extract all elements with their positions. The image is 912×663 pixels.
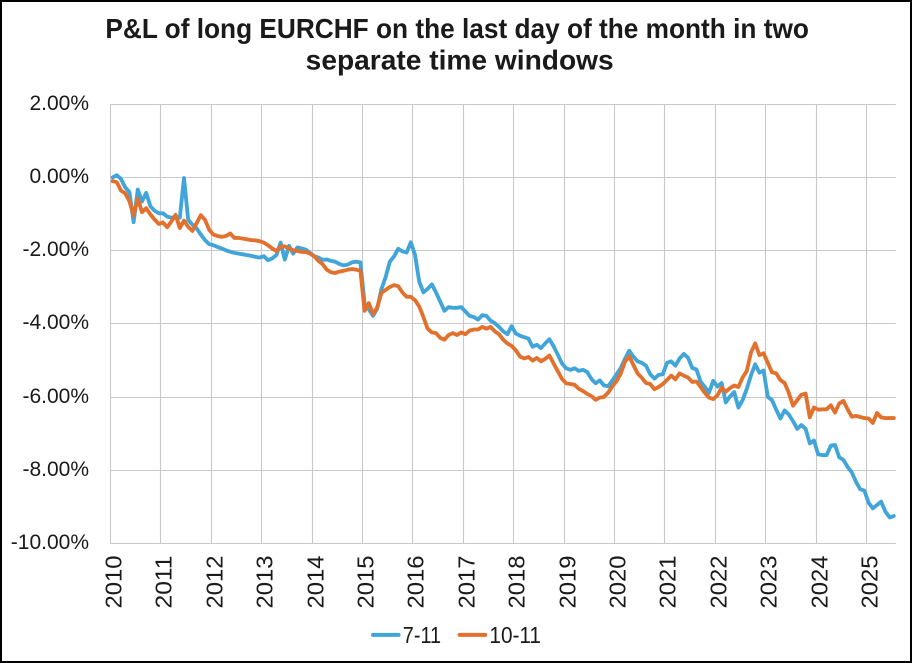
svg-text:2020: 2020	[605, 556, 631, 609]
svg-text:2016: 2016	[403, 556, 429, 609]
svg-text:2015: 2015	[353, 556, 379, 609]
svg-text:2010: 2010	[101, 556, 127, 609]
svg-text:2014: 2014	[303, 555, 329, 608]
svg-text:2.00%: 2.00%	[29, 92, 89, 115]
svg-text:10-11: 10-11	[489, 622, 541, 648]
svg-text:2025: 2025	[857, 556, 883, 609]
svg-text:2022: 2022	[706, 556, 732, 609]
svg-text:2019: 2019	[555, 556, 581, 609]
svg-text:2018: 2018	[504, 556, 530, 609]
svg-text:P&L of long EURCHF on the last: P&L of long EURCHF on the last day of th…	[105, 13, 809, 44]
svg-text:-4.00%: -4.00%	[22, 311, 89, 334]
svg-text:7-11: 7-11	[403, 622, 441, 648]
svg-text:-6.00%: -6.00%	[22, 385, 89, 408]
svg-text:-8.00%: -8.00%	[22, 458, 89, 481]
svg-text:2011: 2011	[151, 556, 177, 609]
svg-text:2023: 2023	[756, 556, 782, 609]
svg-text:2012: 2012	[202, 556, 228, 609]
svg-text:separate time windows: separate time windows	[306, 44, 614, 75]
svg-text:2013: 2013	[252, 556, 278, 609]
svg-text:-10.00%: -10.00%	[11, 531, 89, 554]
svg-text:-2.00%: -2.00%	[22, 238, 89, 261]
svg-text:2021: 2021	[655, 556, 681, 609]
svg-text:0.00%: 0.00%	[29, 165, 89, 188]
svg-text:2017: 2017	[454, 556, 480, 609]
svg-text:2024: 2024	[807, 555, 833, 608]
